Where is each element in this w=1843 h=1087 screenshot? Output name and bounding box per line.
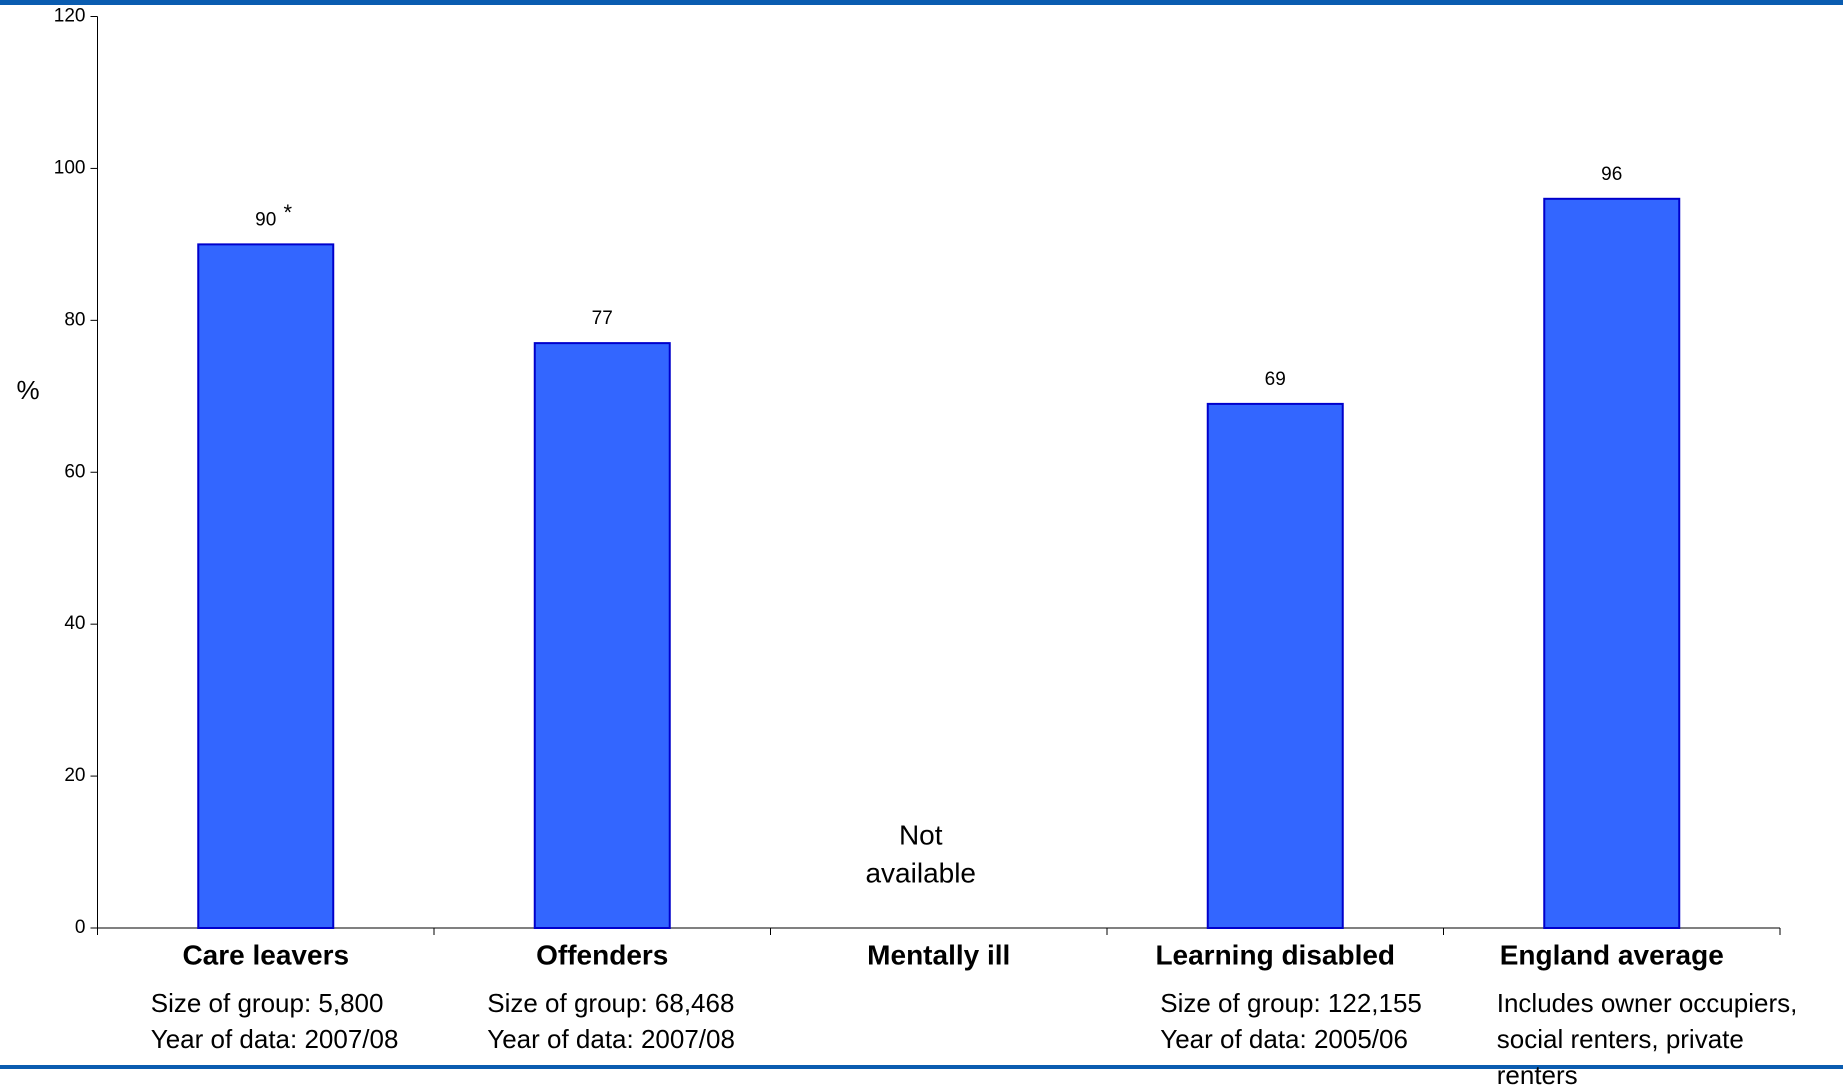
y-tick-label: 20 — [64, 765, 85, 786]
y-tick-label: 40 — [64, 613, 85, 634]
category-note: Year of data: 2007/08 — [487, 1024, 735, 1054]
x-tick-label: Offenders — [536, 939, 668, 970]
bar — [1206, 402, 1344, 929]
y-tick-label: 120 — [54, 6, 86, 27]
x-tick-label: Learning disabled — [1155, 939, 1395, 970]
bottom-rule — [0, 1065, 1843, 1069]
y-tick-label: 80 — [64, 309, 85, 330]
category-note: Year of data: 2005/06 — [1160, 1024, 1408, 1054]
category-note: Includes owner occupiers, — [1497, 988, 1798, 1018]
annotation: Not — [899, 819, 943, 850]
value-label: 96 — [1601, 164, 1622, 185]
y-tick-label: 0 — [75, 917, 86, 938]
value-label: 77 — [592, 308, 613, 329]
category-note: Year of data: 2007/08 — [151, 1024, 399, 1054]
y-tick-label: 100 — [54, 157, 86, 178]
bar — [1543, 197, 1681, 930]
top-rule — [0, 0, 1843, 5]
category-note: Size of group: 122,155 — [1160, 988, 1422, 1018]
annotation: available — [865, 857, 976, 888]
bar — [197, 243, 335, 929]
y-tick-label: 60 — [64, 461, 85, 482]
annotation: * — [283, 200, 292, 225]
category-note: Size of group: 5,800 — [151, 988, 384, 1018]
x-tick-label: England average — [1500, 939, 1724, 970]
value-label: 69 — [1265, 369, 1286, 390]
category-note: social renters, private — [1497, 1024, 1744, 1054]
value-label: 90 — [255, 209, 276, 230]
x-tick-label: Mentally ill — [867, 939, 1010, 970]
y-axis-label: % — [16, 375, 39, 405]
category-note: renters — [1497, 1060, 1578, 1087]
bar — [533, 342, 671, 929]
category-note: Size of group: 68,468 — [487, 988, 734, 1018]
x-tick-label: Care leavers — [182, 939, 349, 970]
